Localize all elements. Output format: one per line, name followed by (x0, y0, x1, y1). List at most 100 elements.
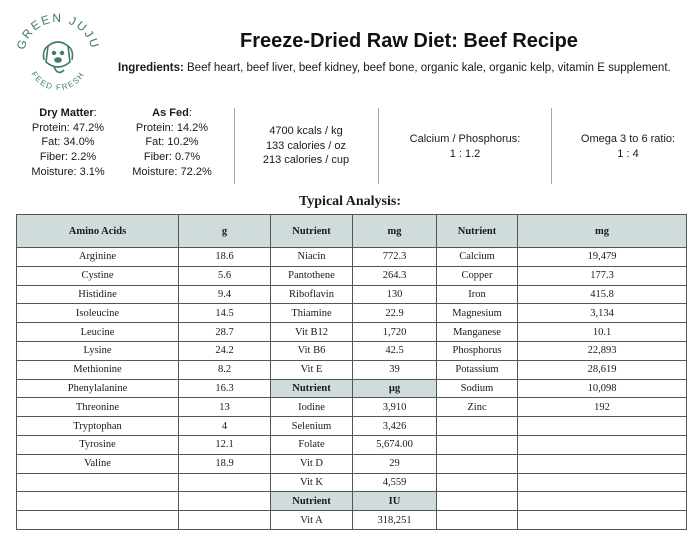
column-header: g (178, 214, 271, 248)
table-row: Leucine 28.7 Vit B12 1,720 Manganese 10.1 (16, 322, 687, 342)
table-cell (178, 510, 271, 530)
table-cell: 28.7 (178, 322, 271, 342)
table-cell: Leucine (16, 322, 179, 342)
table-cell: 318,251 (352, 510, 437, 530)
table-cell (436, 491, 518, 512)
calcium-phosphorus-label: Calcium / Phosphorus: (409, 133, 521, 145)
divider (551, 108, 552, 184)
table-cell (16, 472, 179, 493)
table-row: Isoleucine 14.5 Thiamine 22.9 Magnesium 3,134 (16, 303, 687, 324)
table-row: Threonine 13 Iodine 3,910 Zinc 192 (16, 397, 687, 418)
table-cell: Vit D (270, 453, 353, 474)
table-cell: Iodine (270, 397, 353, 418)
table-cell: 177.3 (517, 265, 687, 286)
table-cell: Calcium (436, 247, 518, 267)
table-cell: Phenylalanine (16, 378, 179, 399)
table-cell: Phosphorus (436, 340, 518, 361)
dry-matter-line: Moisture: 3.1% (31, 165, 105, 178)
dry-matter-heading: Dry Matter (39, 107, 94, 119)
table-cell (436, 472, 518, 493)
omega-ratio: Omega 3 to 6 ratio: 1 : 4 (558, 132, 698, 161)
table-cell: 3,134 (517, 303, 687, 324)
table-cell: 22.9 (352, 303, 437, 324)
table-cell: 130 (352, 284, 437, 305)
table-cell: Methionine (16, 359, 179, 380)
table-cell: 415.8 (517, 284, 687, 305)
table-cell: Tyrosine (16, 434, 179, 455)
table-cell (517, 510, 687, 530)
table-cell (517, 472, 687, 493)
table-cell: 24.2 (178, 340, 271, 361)
table-cell (517, 416, 687, 436)
table-cell: Histidine (16, 284, 179, 305)
dry-matter: Dry Matter: Protein: 47.2% Fat: 34.0% Fi… (22, 106, 114, 180)
nutrition-summary: Dry Matter: Protein: 47.2% Fat: 34.0% Fi… (0, 106, 700, 188)
table-cell: Potassium (436, 359, 518, 380)
table-cell: Vit B6 (270, 340, 353, 361)
table-cell: 19,479 (517, 247, 687, 267)
table-cell: 12.1 (178, 434, 271, 455)
table-cell (178, 472, 271, 493)
table-cell (436, 416, 518, 436)
table-cell: 772.3 (352, 247, 437, 267)
column-header: Amino Acids (16, 214, 179, 248)
table-cell: 14.5 (178, 303, 271, 324)
table-cell: Tryptophan (16, 416, 179, 436)
table-row: Phenylalanine 16.3 Nutrient µg Sodium 10,098 (16, 378, 687, 399)
table-cell: 9.4 (178, 284, 271, 305)
table-cell: 10.1 (517, 322, 687, 342)
table-cell: Zinc (436, 397, 518, 418)
dog-icon (42, 41, 74, 74)
table-row: Cystine 5.6 Pantothene 264.3 Copper 177.3 (16, 265, 687, 286)
logo-top-text: GREEN JUJU (14, 11, 102, 51)
column-header: Nutrient (270, 214, 353, 248)
table-cell: 10,098 (517, 378, 687, 399)
table-cell: Nutrient (270, 378, 353, 399)
table-cell: Pantothene (270, 265, 353, 286)
table-cell: Cystine (16, 265, 179, 286)
table-cell: Sodium (436, 378, 518, 399)
table-cell: 22,893 (517, 340, 687, 361)
table-cell: Threonine (16, 397, 179, 418)
table-cell: 39 (352, 359, 437, 380)
table-cell: 28,619 (517, 359, 687, 380)
table-cell: Valine (16, 453, 179, 474)
ingredients-label: Ingredients: (118, 62, 184, 74)
table-cell: 5,674.00 (352, 434, 437, 455)
table-cell (178, 491, 271, 512)
table-cell: Arginine (16, 247, 179, 267)
table-cell: 13 (178, 397, 271, 418)
table-row: Valine 18.9 Vit D 29 (16, 453, 687, 474)
as-fed: As Fed: Protein: 14.2% Fat: 10.2% Fiber:… (124, 106, 220, 180)
calories: 4700 kcals / kg 133 calories / oz 213 ca… (240, 124, 372, 168)
table-cell: 4,559 (352, 472, 437, 493)
calories-line: 4700 kcals / kg (269, 125, 343, 137)
table-row: Nutrient IU (16, 491, 687, 512)
table-cell: Thiamine (270, 303, 353, 324)
table-cell: µg (352, 378, 437, 399)
table-cell: Lysine (16, 340, 179, 361)
table-cell (517, 491, 687, 512)
as-fed-line: Fat: 10.2% (145, 136, 199, 149)
typical-analysis-table: Amino Acids g Nutrient mg Nutrient mg Ar… (16, 214, 687, 530)
divider (234, 108, 235, 184)
page-title: Freeze-Dried Raw Diet: Beef Recipe (240, 30, 578, 52)
column-header: Nutrient (436, 214, 518, 248)
brand-logo: GREEN JUJU FEED FRESH (14, 10, 102, 98)
table-cell: Folate (270, 434, 353, 455)
as-fed-line: Protein: 14.2% (135, 121, 209, 134)
table-cell: 42.5 (352, 340, 437, 361)
table-cell: Vit A (270, 510, 353, 530)
calories-line: 213 calories / cup (262, 154, 350, 167)
table-row: Vit A 318,251 (16, 510, 687, 530)
table-cell: Vit K (270, 472, 353, 493)
divider (378, 108, 379, 184)
table-cell: Riboflavin (270, 284, 353, 305)
table-cell: Nutrient (270, 491, 353, 512)
table-row: Vit K 4,559 (16, 472, 687, 493)
table-cell: Iron (436, 284, 518, 305)
table-cell: Vit E (270, 359, 353, 380)
table-cell: 1,720 (352, 322, 437, 342)
table-row: Methionine 8.2 Vit E 39 Potassium 28,619 (16, 359, 687, 380)
table-cell: Niacin (270, 247, 353, 267)
